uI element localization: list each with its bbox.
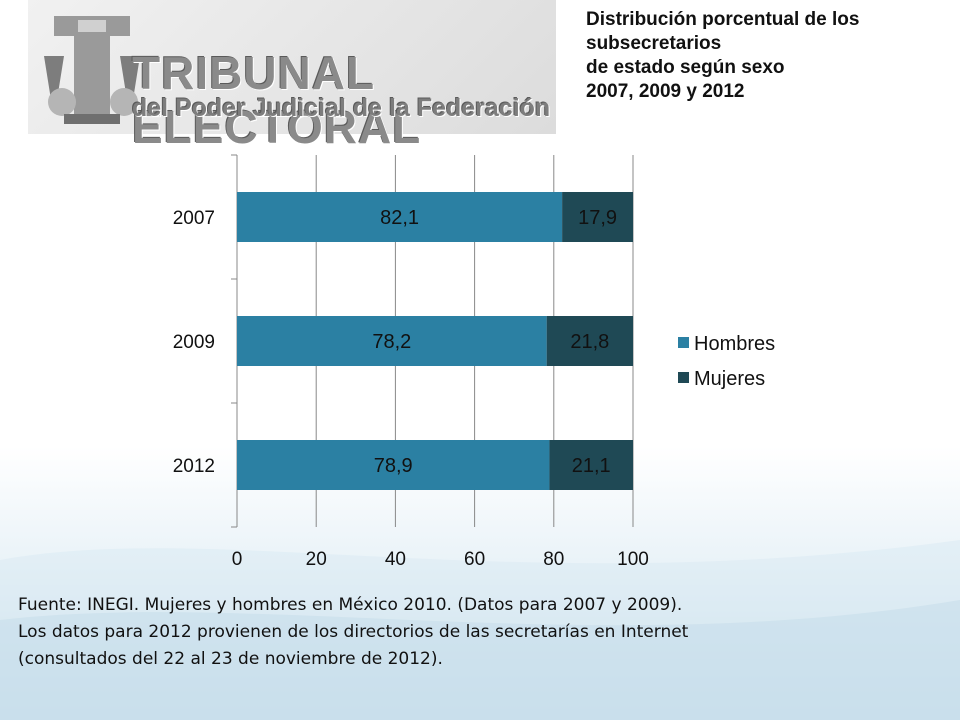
x-tick-label: 80 [543, 549, 564, 570]
data-label: 82,1 [380, 207, 419, 229]
logo-title: TRIBUNAL ELECTORAL [132, 47, 422, 153]
data-label: 17,9 [578, 207, 617, 229]
bar-hombres-2007 [237, 192, 563, 242]
legend-label: Hombres [694, 333, 775, 355]
bar-mujeres-2007 [562, 192, 633, 242]
tribunal-electoral-logo: TRIBUNAL ELECTORAL del Poder Judicial de… [28, 0, 556, 153]
data-label: 21,8 [570, 331, 609, 353]
legend-label: Mujeres [694, 368, 765, 390]
logo-subtitle: del Poder Judicial de la Federación [132, 94, 551, 122]
x-tick-label: 60 [464, 549, 485, 570]
bar-mujeres-2009 [546, 316, 633, 366]
x-tick-label: 100 [617, 549, 649, 570]
bar-hombres-2012 [237, 440, 550, 490]
bar-mujeres-2012 [549, 440, 633, 490]
category-label: 2012 [173, 456, 215, 477]
bar-hombres-2009 [237, 316, 547, 366]
legend-swatch [678, 372, 689, 383]
title-line: subsecretarios [586, 33, 722, 54]
source-note: Fuente: INEGI. Mujeres y hombres en Méxi… [18, 595, 689, 669]
data-label: 21,1 [572, 455, 611, 477]
title-line: 2007, 2009 y 2012 [586, 81, 745, 102]
category-label: 2007 [173, 208, 215, 229]
title-line: de estado según sexo [586, 57, 785, 78]
x-tick-label: 0 [232, 549, 243, 570]
x-tick-label: 20 [306, 549, 327, 570]
scales-of-justice-icon [44, 16, 140, 124]
page-title: Distribución porcentual de los subsecret… [586, 8, 956, 104]
title-line: Distribución porcentual de los [586, 9, 860, 30]
legend-swatch [678, 337, 689, 348]
x-tick-label: 40 [385, 549, 406, 570]
category-label: 2009 [173, 332, 215, 353]
data-label: 78,9 [374, 455, 413, 477]
data-label: 78,2 [372, 331, 411, 353]
